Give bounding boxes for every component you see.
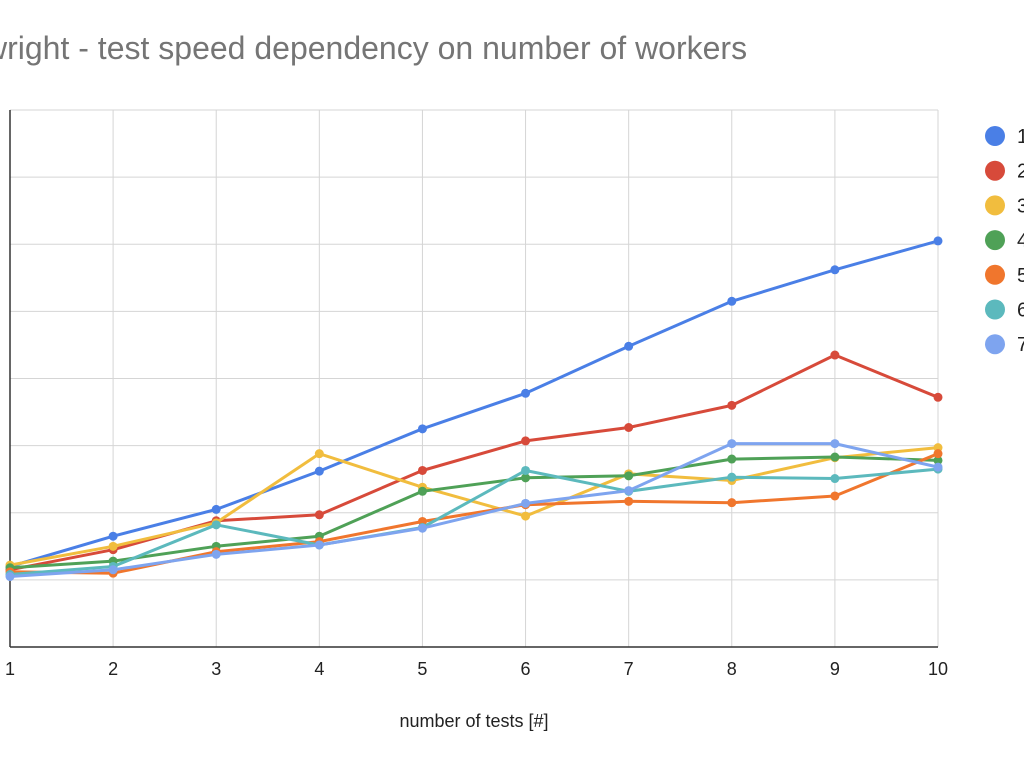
data-point <box>108 541 118 551</box>
data-point <box>417 523 427 533</box>
data-point <box>624 496 634 506</box>
series-6 <box>5 464 943 580</box>
x-tick-label: 7 <box>624 659 634 679</box>
chart-title: wright - test speed dependency on number… <box>0 30 748 66</box>
legend-item-5: 5 <box>985 264 1024 287</box>
legend-label: 5 <box>1017 265 1024 287</box>
legend-item-6: 6 <box>985 299 1024 322</box>
legend-marker <box>985 334 1005 355</box>
series-5 <box>5 449 943 578</box>
series-1 <box>5 236 943 571</box>
data-point <box>521 498 531 508</box>
data-point <box>933 392 943 402</box>
data-point <box>417 486 427 496</box>
data-point <box>314 540 324 550</box>
legend-item-2: 2 <box>985 160 1024 183</box>
data-point <box>211 549 221 559</box>
data-point <box>624 486 634 496</box>
x-tick-label: 10 <box>928 659 948 679</box>
x-axis-title: number of tests [#] <box>399 711 548 731</box>
legend-label: 4 <box>1017 230 1024 252</box>
data-point <box>830 491 840 501</box>
data-point <box>521 388 531 398</box>
data-point <box>417 465 427 475</box>
legend-item-7: 7 <box>985 334 1024 356</box>
legend-label: 2 <box>1017 161 1024 183</box>
x-tick-label: 4 <box>314 659 324 679</box>
data-point <box>727 439 737 449</box>
data-point <box>624 341 634 351</box>
data-point <box>727 498 737 508</box>
series-7 <box>5 439 943 582</box>
data-point <box>624 471 634 481</box>
data-point <box>933 236 943 246</box>
data-point <box>933 455 943 465</box>
legend-label: 3 <box>1017 195 1024 217</box>
legend-marker <box>985 264 1005 285</box>
legend-item-4: 4 <box>985 230 1024 252</box>
data-point <box>417 424 427 434</box>
data-point <box>933 449 943 459</box>
series-line <box>9 455 939 570</box>
series-line <box>9 239 939 568</box>
data-point <box>727 454 737 464</box>
legend-marker <box>985 126 1005 146</box>
data-point <box>521 473 531 483</box>
data-point <box>314 466 324 476</box>
data-point <box>727 296 737 306</box>
x-tick-label: 3 <box>211 659 221 679</box>
data-point <box>314 449 324 459</box>
data-point <box>727 400 737 410</box>
series-line <box>9 467 939 576</box>
data-point <box>314 510 324 520</box>
data-point <box>211 504 221 514</box>
data-point <box>830 265 840 275</box>
series-line <box>9 446 939 567</box>
legend-label: 1 <box>1017 126 1024 148</box>
data-point <box>521 436 531 446</box>
data-point <box>830 474 840 484</box>
data-point <box>108 531 118 541</box>
x-tick-label: 5 <box>417 659 427 679</box>
data-point <box>521 465 531 475</box>
legend-marker <box>985 299 1005 320</box>
legend-marker <box>985 160 1005 181</box>
x-tick-label: 1 <box>5 659 15 679</box>
data-point <box>830 452 840 462</box>
series-2 <box>5 350 943 575</box>
series-3 <box>5 443 943 570</box>
legend-label: 7 <box>1017 334 1024 356</box>
series-line <box>9 442 939 578</box>
x-tick-label: 6 <box>521 659 531 679</box>
legend-item-3: 3 <box>985 195 1024 217</box>
data-point <box>727 472 737 482</box>
data-point <box>5 572 15 582</box>
data-point <box>830 439 840 449</box>
legend-item-1: 1 <box>985 126 1024 148</box>
data-point <box>521 511 531 521</box>
x-tick-label: 8 <box>727 659 737 679</box>
legend-marker <box>985 195 1005 216</box>
legend-label: 6 <box>1017 300 1024 322</box>
data-point <box>933 462 943 472</box>
data-point <box>830 350 840 360</box>
data-point <box>211 520 221 530</box>
x-tick-label: 9 <box>830 659 840 679</box>
x-tick-label: 2 <box>108 659 118 679</box>
data-point <box>108 565 118 575</box>
data-point <box>624 423 634 433</box>
legend-marker <box>985 230 1005 251</box>
